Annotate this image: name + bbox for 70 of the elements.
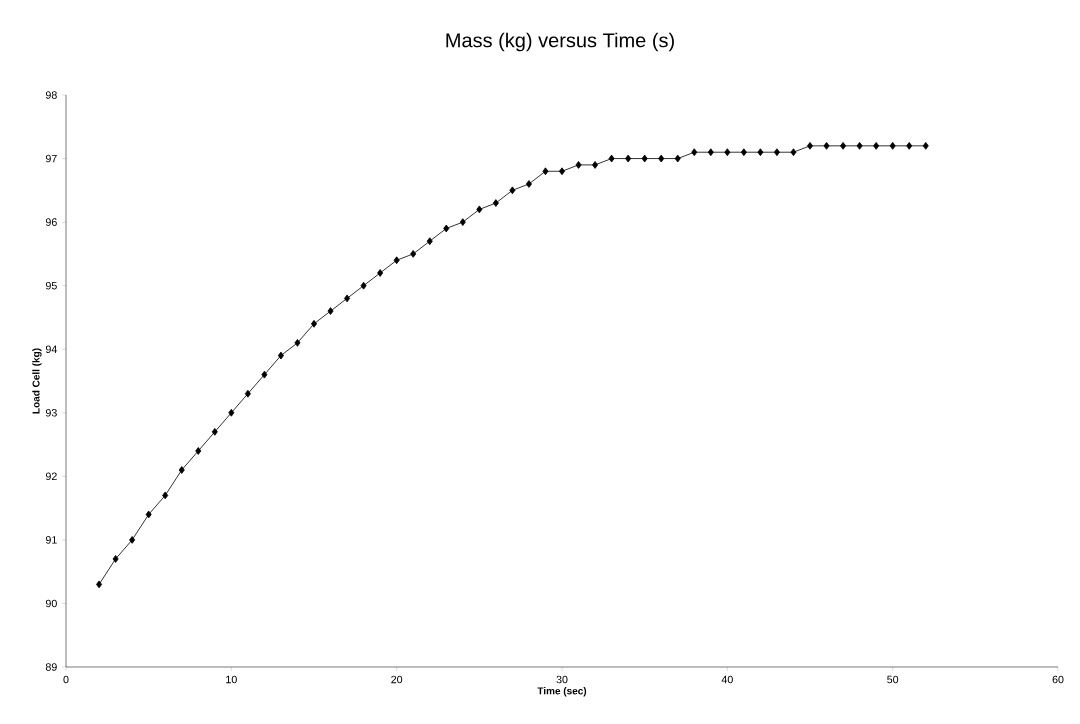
point [327,307,334,315]
point [377,269,384,277]
y-axis-title: Load Cell (kg) [32,348,42,414]
point [492,199,499,207]
x-tick-label: 40 [721,675,733,684]
y-tick-label: 93 [45,409,57,417]
point [360,281,367,290]
point [195,447,202,455]
x-tick-label: 30 [556,675,568,684]
point [790,148,797,157]
point [443,224,450,233]
point [608,154,615,163]
y-tick-label: 98 [45,91,57,99]
point [592,161,599,169]
point [96,580,103,589]
point [145,510,152,519]
point [757,148,764,157]
point [344,294,351,303]
point [625,154,632,163]
point [840,141,847,150]
point [707,148,714,157]
point [889,141,896,150]
chart-title: Mass (kg) versus Time (s) [446,32,674,52]
x-tick-label: 60 [1052,675,1064,684]
point [873,141,880,150]
point [277,351,284,360]
point [691,148,698,157]
point [559,167,566,176]
x-tick-label: 10 [226,675,237,684]
y-tick-label: 96 [45,218,57,226]
point [211,427,218,436]
point [575,161,582,169]
point [906,141,913,150]
y-tick-label: 90 [45,599,57,608]
point [658,154,665,163]
point [410,250,417,258]
point [773,148,780,157]
point [294,339,301,347]
point [244,389,251,398]
point [525,180,532,188]
point [922,141,929,150]
y-tick-label: 95 [45,281,57,290]
y-tick-label: 97 [45,154,57,163]
x-axis-title: Time (sec) [537,687,587,697]
point [542,167,549,176]
point [476,205,483,214]
point [228,408,235,417]
point [261,370,268,379]
point [823,141,830,150]
x-tick-label: 0 [63,675,69,684]
y-tick-label: 91 [45,536,57,544]
point [129,536,136,544]
y-tick-label: 94 [45,345,57,353]
x-tick-label: 50 [887,675,899,684]
point [393,256,400,265]
point [459,218,466,226]
point [112,555,119,563]
point [509,186,516,195]
point [162,491,169,500]
point [426,237,433,246]
point [740,148,747,157]
y-tick-label: 92 [45,472,57,481]
x-tick-label: 20 [391,675,403,684]
point [807,141,814,150]
point [178,466,185,474]
point [724,148,731,157]
point [641,154,648,163]
point [674,154,681,163]
y-tick-label: 89 [45,663,57,671]
point [856,141,863,150]
